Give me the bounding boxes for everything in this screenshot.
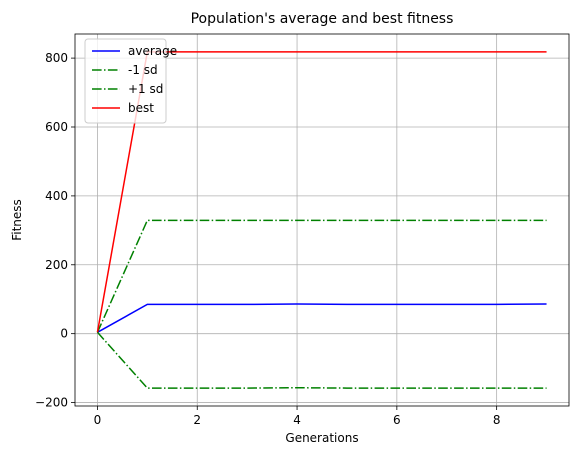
- plot-frame: [74, 33, 570, 407]
- y-tick-label: 400: [45, 189, 68, 203]
- x-tick-label: 4: [293, 413, 301, 427]
- series-line-average: [97, 303, 547, 333]
- legend-box: [84, 38, 167, 124]
- chart-title: Population's average and best fitness: [191, 11, 454, 27]
- legend: average -1 sd +1 sd best: [84, 38, 177, 124]
- ticks: 0 2 4 6 8 −200 0 200 400 600 800: [35, 51, 500, 427]
- series-line-1-sd: [96, 219, 547, 333]
- y-axis-title: Fitness: [10, 199, 24, 241]
- x-tick-label: 0: [94, 413, 102, 427]
- x-axis-title: Generations: [285, 431, 358, 445]
- y-tick-label: −200: [35, 396, 68, 410]
- y-tick-label: 0: [60, 327, 68, 341]
- series-lines: [96, 51, 547, 389]
- y-tick-label: 200: [45, 258, 68, 272]
- series-line-1-sd: [96, 331, 547, 389]
- x-tick-label: 6: [393, 413, 401, 427]
- x-tick-label: 8: [493, 413, 501, 427]
- x-tick-label: 2: [193, 413, 201, 427]
- y-tick-label: 800: [45, 51, 68, 65]
- legend-label: best: [128, 101, 154, 115]
- series-line-best: [96, 51, 547, 333]
- legend-label: -1 sd: [128, 63, 158, 77]
- y-tick-label: 600: [45, 120, 68, 134]
- legend-label: +1 sd: [128, 82, 163, 96]
- legend-label: average: [128, 44, 177, 58]
